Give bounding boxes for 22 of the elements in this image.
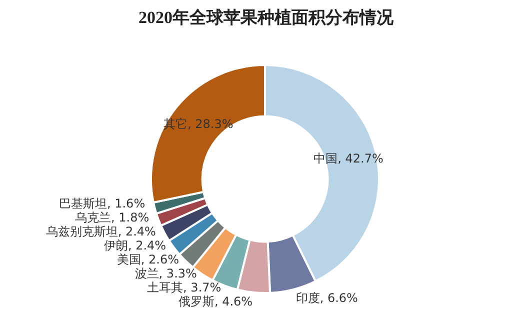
- slice-label: 美国: [116, 252, 141, 266]
- data-label: , 3.7%: [183, 280, 222, 294]
- slice-label: 乌克兰: [75, 210, 112, 224]
- data-label: , 42.7%: [338, 152, 384, 166]
- slice-label: 波兰: [134, 266, 159, 280]
- data-label: , 4.6%: [214, 294, 253, 308]
- data-label: , 2.6%: [140, 252, 179, 266]
- slice-label: 中国: [314, 152, 338, 166]
- data-label: , 2.4%: [128, 238, 166, 252]
- slice-label: 俄罗斯: [178, 294, 214, 308]
- data-label: , 1.8%: [111, 210, 150, 224]
- data-label: , 6.6%: [320, 291, 358, 306]
- data-label: , 1.6%: [106, 196, 146, 210]
- slice-label: 巴基斯坦: [58, 196, 107, 210]
- slice-label: 土耳其: [147, 280, 184, 294]
- data-label: , 2.4%: [118, 224, 156, 238]
- data-label: , 3.3%: [158, 266, 197, 280]
- slice-label: 乌兹别克斯坦: [46, 224, 118, 238]
- slice-label: 印度: [296, 291, 320, 306]
- slice-label: 伊朗: [104, 238, 128, 252]
- data-label: , 28.3%: [188, 117, 234, 132]
- chart-title: 2020年全球苹果种植面积分布情况: [138, 7, 394, 29]
